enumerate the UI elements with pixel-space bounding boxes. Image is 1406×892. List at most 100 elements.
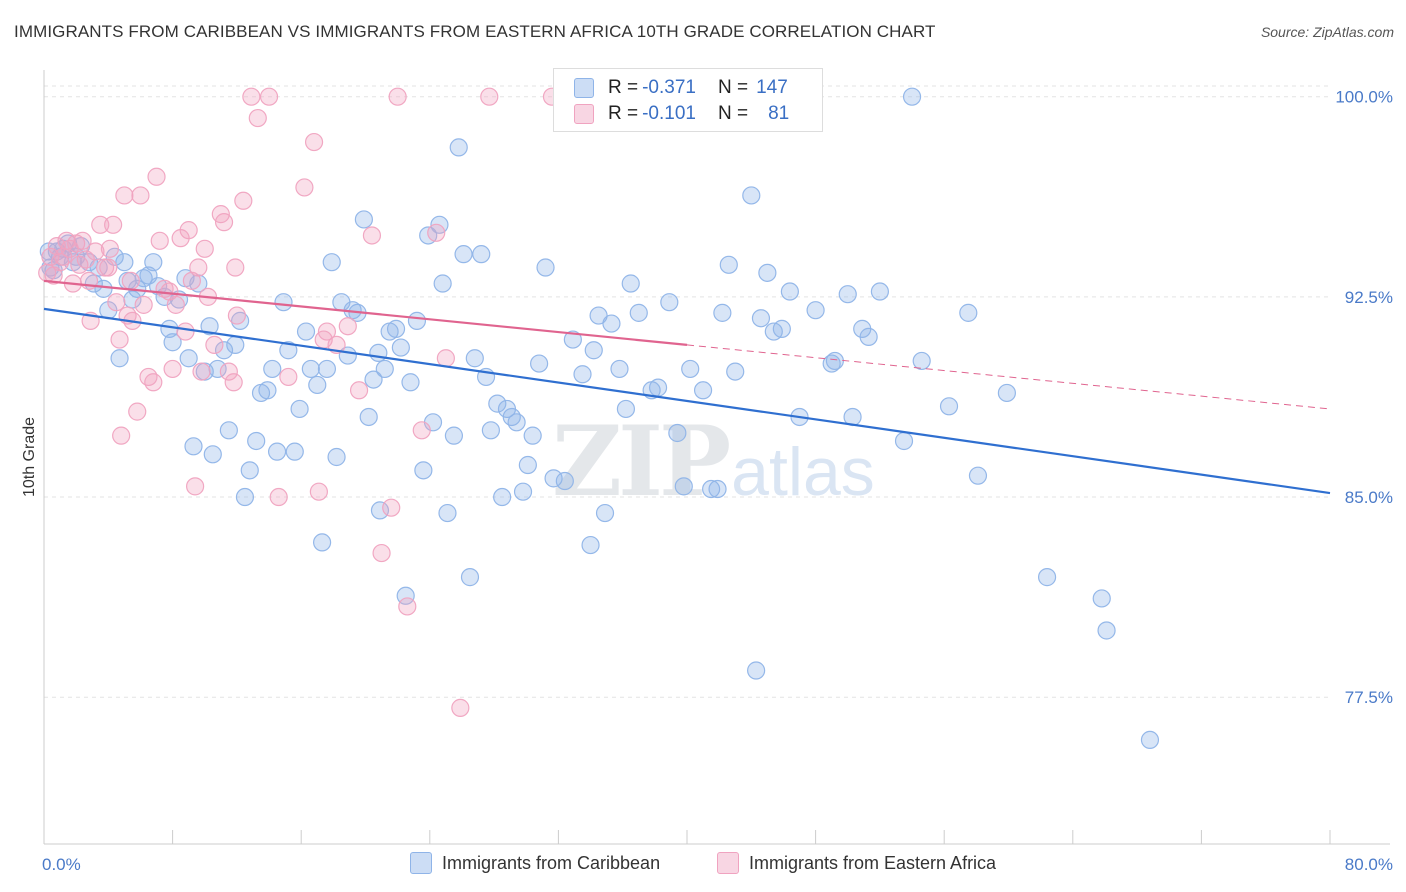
legend-item-caribbean[interactable]: Immigrants from Caribbean xyxy=(410,852,660,874)
caribbean-point-138 xyxy=(894,431,914,451)
eastern-africa-point-40 xyxy=(176,322,195,341)
caribbean-point-89 xyxy=(493,487,512,507)
caribbean-point-123 xyxy=(747,661,766,680)
eastern-africa-point-58 xyxy=(269,487,288,507)
eastern-africa-point-45 xyxy=(192,362,211,381)
y-tick-label-2: 92.5% xyxy=(1345,288,1393,307)
eastern-africa-point-57 xyxy=(259,87,279,106)
caribbean-point-50 xyxy=(285,442,304,461)
caribbean-point-114 xyxy=(674,477,693,496)
caribbean-point-128 xyxy=(780,282,799,301)
caribbean-point-147 xyxy=(1097,621,1116,640)
caribbean-point-145 xyxy=(1037,568,1057,587)
caribbean-point-96 xyxy=(530,354,549,373)
eastern-africa-point-65 xyxy=(338,317,357,336)
eastern-africa-point-32 xyxy=(144,373,163,392)
caribbean-point-97 xyxy=(536,258,555,277)
stats-swatch-eastern-africa xyxy=(574,104,594,124)
trend-lines xyxy=(43,279,1331,495)
caribbean-point-111 xyxy=(648,378,668,397)
eastern-africa-point-56 xyxy=(248,108,267,128)
eastern-africa-point-71 xyxy=(398,597,417,616)
stats-n-label: N = xyxy=(717,103,749,124)
caribbean-point-102 xyxy=(581,535,600,555)
caribbean-point-69 xyxy=(386,319,406,338)
caribbean-point-74 xyxy=(414,461,433,480)
caribbean-point-66 xyxy=(370,501,390,520)
caribbean-point-48 xyxy=(274,293,293,312)
eastern-africa-point-54 xyxy=(234,191,253,210)
caribbean-point-99 xyxy=(555,471,574,491)
caribbean-point-55 xyxy=(312,533,332,552)
caribbean-point-49 xyxy=(279,341,298,360)
caribbean-point-16 xyxy=(110,349,129,368)
eastern-africa-point-59 xyxy=(279,367,298,387)
caribbean-point-127 xyxy=(772,319,791,338)
stats-r-value: -0.101 xyxy=(642,103,696,124)
caribbean-trend-line xyxy=(43,307,1331,495)
eastern-africa-point-28 xyxy=(128,402,147,421)
caribbean-point-115 xyxy=(681,359,700,379)
eastern-africa-point-11 xyxy=(73,231,92,250)
watermark-atlas: atlas xyxy=(731,434,875,510)
caribbean-point-136 xyxy=(859,327,878,346)
caribbean-point-105 xyxy=(602,314,621,333)
eastern-africa-point-72 xyxy=(412,421,431,440)
caribbean-point-103 xyxy=(589,306,608,325)
caribbean-point-39 xyxy=(226,335,245,355)
y-tick-label-0: 77.5% xyxy=(1345,688,1393,707)
caribbean-point-53 xyxy=(301,359,320,379)
tick-labels: 77.5% 85.0% 92.5% 100.0% 0.0% 80.0% 10th Grade xyxy=(21,88,1393,874)
caribbean-point-117 xyxy=(702,479,721,499)
caribbean-point-67 xyxy=(375,359,394,379)
caribbean-point-118 xyxy=(708,479,727,499)
stats-r-label: R = xyxy=(608,77,639,98)
eastern-africa-point-44 xyxy=(189,258,208,277)
eastern-africa-point-67 xyxy=(362,226,382,245)
caribbean-point-94 xyxy=(518,455,537,475)
eastern-africa-point-79 xyxy=(226,258,245,277)
eastern-africa-point-38 xyxy=(166,295,185,314)
eastern-africa-point-24 xyxy=(115,186,134,205)
caribbean-point-56 xyxy=(317,359,337,379)
stats-r-value: -0.371 xyxy=(642,77,696,98)
eastern-africa-point-41 xyxy=(179,221,198,240)
eastern-africa-point-66 xyxy=(349,381,369,400)
caribbean-point-124 xyxy=(751,309,771,328)
caribbean-point-150 xyxy=(584,341,603,360)
axes xyxy=(43,70,1390,845)
caribbean-point-78 xyxy=(433,274,452,293)
caribbean-point-121 xyxy=(726,362,745,381)
caribbean-point-43 xyxy=(247,431,266,451)
caribbean-point-84 xyxy=(465,349,484,368)
caribbean-point-106 xyxy=(610,359,629,379)
caribbean-point-133 xyxy=(838,285,857,304)
eastern-africa-point-61 xyxy=(304,132,324,152)
caribbean-point-98 xyxy=(544,469,563,488)
eastern-africa-point-62 xyxy=(309,482,328,501)
caribbean-point-31 xyxy=(184,437,203,456)
caribbean-point-130 xyxy=(806,301,825,320)
legend-label-caribbean: Immigrants from Caribbean xyxy=(442,852,661,873)
eastern-africa-point-31 xyxy=(139,367,158,387)
caribbean-point-80 xyxy=(444,426,464,445)
caribbean-point-92 xyxy=(507,413,526,432)
eastern-africa-point-22 xyxy=(110,330,129,349)
eastern-africa-point-34 xyxy=(150,231,169,250)
eastern-africa-point-80 xyxy=(314,330,333,349)
caribbean-point-35 xyxy=(203,445,222,464)
eastern-africa-point-4 xyxy=(50,253,70,272)
caribbean-point-63 xyxy=(354,210,373,229)
eastern-africa-point-50 xyxy=(214,213,234,232)
eastern-africa-point-76 xyxy=(480,87,499,106)
caribbean-point-132 xyxy=(825,351,844,371)
caribbean-point-91 xyxy=(502,407,521,427)
legend-item-eastern-africa[interactable]: Immigrants from Eastern Africa xyxy=(717,852,996,874)
eastern-africa-point-75 xyxy=(451,698,470,717)
caribbean-point-112 xyxy=(660,293,679,312)
source-credit: Source: ZipAtlas.com xyxy=(1260,24,1394,40)
eastern-africa-point-18 xyxy=(99,258,118,277)
eastern-africa-point-30 xyxy=(134,295,153,314)
caribbean-point-148 xyxy=(1140,730,1160,750)
